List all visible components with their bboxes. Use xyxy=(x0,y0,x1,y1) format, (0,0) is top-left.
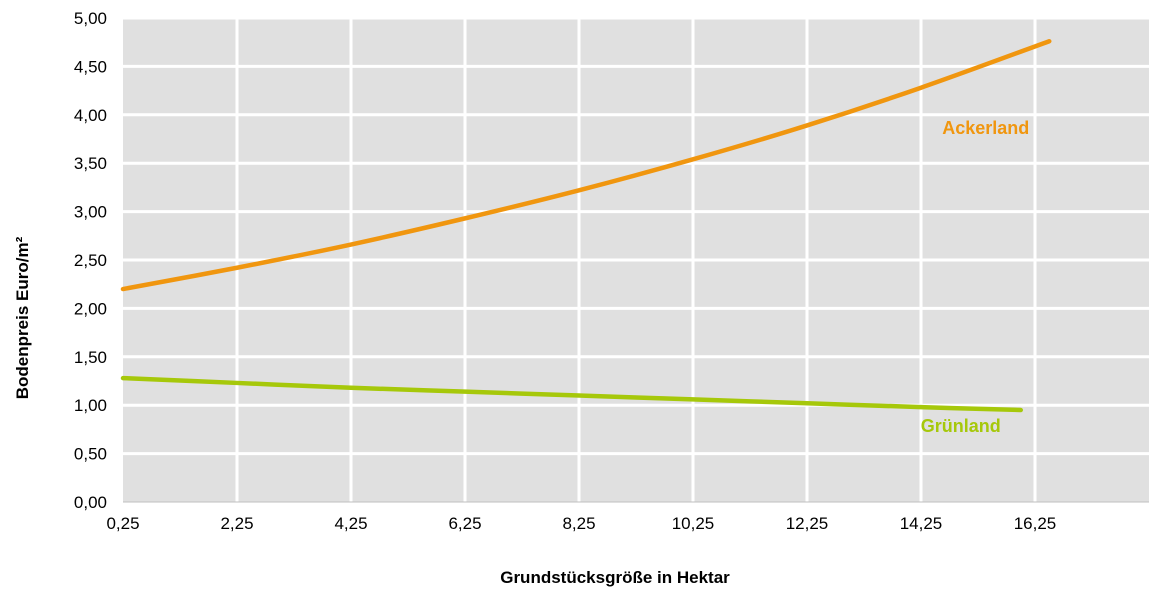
x-tick-label: 14,25 xyxy=(900,514,943,533)
x-axis-title: Grundstücksgröße in Hektar xyxy=(500,568,730,587)
y-tick-label: 0,00 xyxy=(74,493,107,512)
x-tick-label: 2,25 xyxy=(220,514,253,533)
series-label-1: Grünland xyxy=(921,416,1001,436)
y-tick-label: 1,50 xyxy=(74,348,107,367)
series-lines xyxy=(120,38,1052,413)
series-line-1 xyxy=(120,375,1023,413)
y-tick-label: 1,00 xyxy=(74,396,107,415)
y-axis-title: Bodenpreis Euro/m² xyxy=(13,236,32,399)
y-tick-label: 0,50 xyxy=(74,445,107,464)
y-axis-ticks: 0,00 0,50 1,00 1,50 2,00 2,50 3,00 3,50 4,00 4,50… xyxy=(74,9,107,512)
x-tick-label: 0,25 xyxy=(106,514,139,533)
series-labels: Ackerland Grünland xyxy=(921,118,1030,436)
x-tick-label: 10,25 xyxy=(672,514,715,533)
x-axis-ticks: 0,25 2,25 4,25 6,25 8,25 10,25 12,25 14,25 16,25 xyxy=(106,514,1056,533)
gridlines xyxy=(123,16,1149,503)
y-tick-label: 5,00 xyxy=(74,9,107,28)
y-tick-label: 2,00 xyxy=(74,299,107,318)
x-tick-label: 12,25 xyxy=(786,514,829,533)
y-tick-label: 4,50 xyxy=(74,57,107,76)
x-tick-label: 4,25 xyxy=(334,514,367,533)
x-tick-label: 8,25 xyxy=(562,514,595,533)
y-tick-label: 3,00 xyxy=(74,203,107,222)
x-tick-label: 16,25 xyxy=(1014,514,1057,533)
series-line-0 xyxy=(120,38,1052,292)
y-tick-label: 4,00 xyxy=(74,106,107,125)
y-tick-label: 3,50 xyxy=(74,154,107,173)
y-tick-label: 2,50 xyxy=(74,251,107,270)
x-tick-label: 6,25 xyxy=(448,514,481,533)
series-label-0: Ackerland xyxy=(942,118,1029,138)
